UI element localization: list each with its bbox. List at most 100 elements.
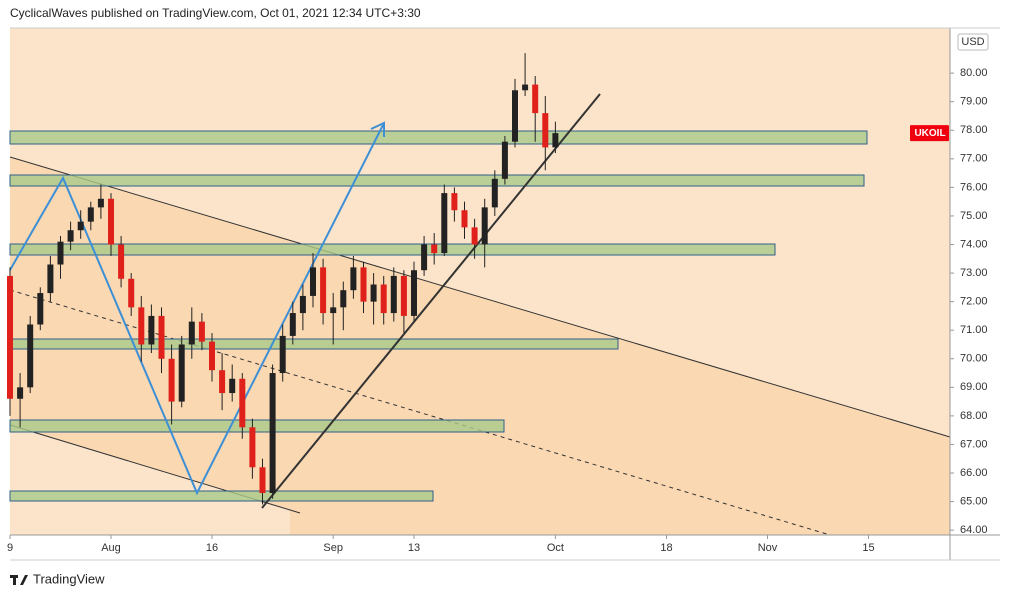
candle-body [380, 284, 387, 314]
zone [9, 490, 434, 502]
candle-body [542, 113, 549, 148]
footer-brand: TradingView [33, 571, 105, 586]
channel-upper [9, 156, 951, 438]
candle-body [118, 244, 125, 279]
candle-body [431, 244, 438, 254]
zone [9, 338, 619, 350]
currency-box [957, 33, 989, 51]
logo [10, 575, 28, 585]
candle-body [350, 267, 357, 291]
y-tick-label: 79.00 [960, 96, 988, 108]
y-tick-label: 77.00 [960, 153, 988, 165]
candle-body [299, 295, 306, 314]
x-tick-label: 9 [7, 542, 13, 554]
candle-body [481, 207, 488, 245]
x-tick-label: Aug [101, 542, 121, 554]
candle-body [451, 193, 458, 211]
candle-body [330, 307, 337, 314]
candle-body [461, 210, 468, 228]
candle-body [289, 313, 296, 336]
candle-body [410, 270, 417, 316]
candle-body [107, 198, 114, 245]
candle-body [97, 198, 104, 208]
candle-body [77, 221, 84, 231]
candle-body [532, 84, 539, 114]
x-tick-label: Sep [323, 542, 343, 554]
candle-body [198, 321, 205, 342]
header: CyclicalWaves published on TradingView.c… [10, 6, 421, 20]
last-price-tag [910, 125, 949, 142]
candle-body [360, 267, 367, 302]
y-tick-label: 80.00 [960, 67, 988, 79]
zone [9, 130, 868, 145]
x-tick-label: 16 [206, 542, 218, 554]
candle-body [471, 227, 478, 245]
candle-body [229, 378, 236, 394]
x-tick-label: Nov [758, 542, 778, 554]
candle-body [208, 341, 215, 371]
y-tick-label: 73.00 [960, 267, 988, 279]
candle-body [138, 307, 145, 345]
x-tick-label: Oct [547, 542, 564, 554]
candle-body [47, 264, 54, 294]
candle-body [400, 275, 407, 316]
candle-body [421, 244, 428, 271]
y-tick-label: 75.00 [960, 210, 988, 222]
candle-body [511, 90, 518, 142]
candle-body [269, 373, 276, 494]
candle-body [441, 193, 448, 254]
x-tick-label: 18 [660, 542, 672, 554]
candle-body [148, 315, 155, 345]
currency-label: USD [961, 36, 984, 48]
candle-body [219, 370, 226, 394]
candle-body [178, 344, 185, 402]
candle-body [552, 133, 559, 148]
candle-body [239, 378, 246, 428]
y-tick-label: 65.00 [960, 495, 988, 507]
candle-body [320, 267, 327, 314]
candle-body [17, 387, 24, 399]
candle-body [87, 207, 94, 222]
last-price-symbol: UKOIL [914, 128, 945, 139]
candles [7, 53, 559, 505]
candle-body [370, 284, 377, 302]
y-tick-label: 64.00 [960, 524, 988, 536]
zone [9, 419, 505, 433]
y-tick-label: 67.00 [960, 438, 988, 450]
candle-body [279, 335, 286, 374]
logo-part [13, 575, 16, 585]
candle-body [57, 241, 64, 265]
candle-body [168, 358, 175, 402]
candle-body [390, 275, 397, 314]
y-tick-label: 70.00 [960, 353, 988, 365]
candle-body [158, 315, 165, 359]
channel-mid [9, 289, 831, 536]
candle-body [128, 278, 135, 308]
logo-part [20, 575, 28, 585]
x-tick-label: 15 [862, 542, 874, 554]
y-tick-label: 74.00 [960, 238, 988, 250]
candle-body [501, 141, 508, 179]
y-tick-label: 71.00 [960, 324, 988, 336]
y-tick-label: 76.00 [960, 181, 988, 193]
wave-arrowhead [370, 121, 385, 137]
candle-body [491, 178, 498, 208]
trendline [261, 93, 601, 509]
candle-body [340, 290, 347, 308]
zone [9, 174, 865, 187]
y-tick-label: 69.00 [960, 381, 988, 393]
candle-body [67, 230, 74, 242]
candle-body [37, 293, 44, 325]
candle-body [27, 324, 34, 388]
candle-body [522, 84, 529, 91]
wave-path [9, 124, 384, 496]
candle-body [309, 267, 316, 296]
y-tick-label: 72.00 [960, 296, 988, 308]
candle-body [188, 321, 195, 345]
zone [9, 243, 776, 256]
x-tick-label: 13 [408, 542, 420, 554]
candle-body [249, 427, 256, 468]
y-tick-label: 66.00 [960, 467, 988, 479]
y-tick-label: 68.00 [960, 410, 988, 422]
